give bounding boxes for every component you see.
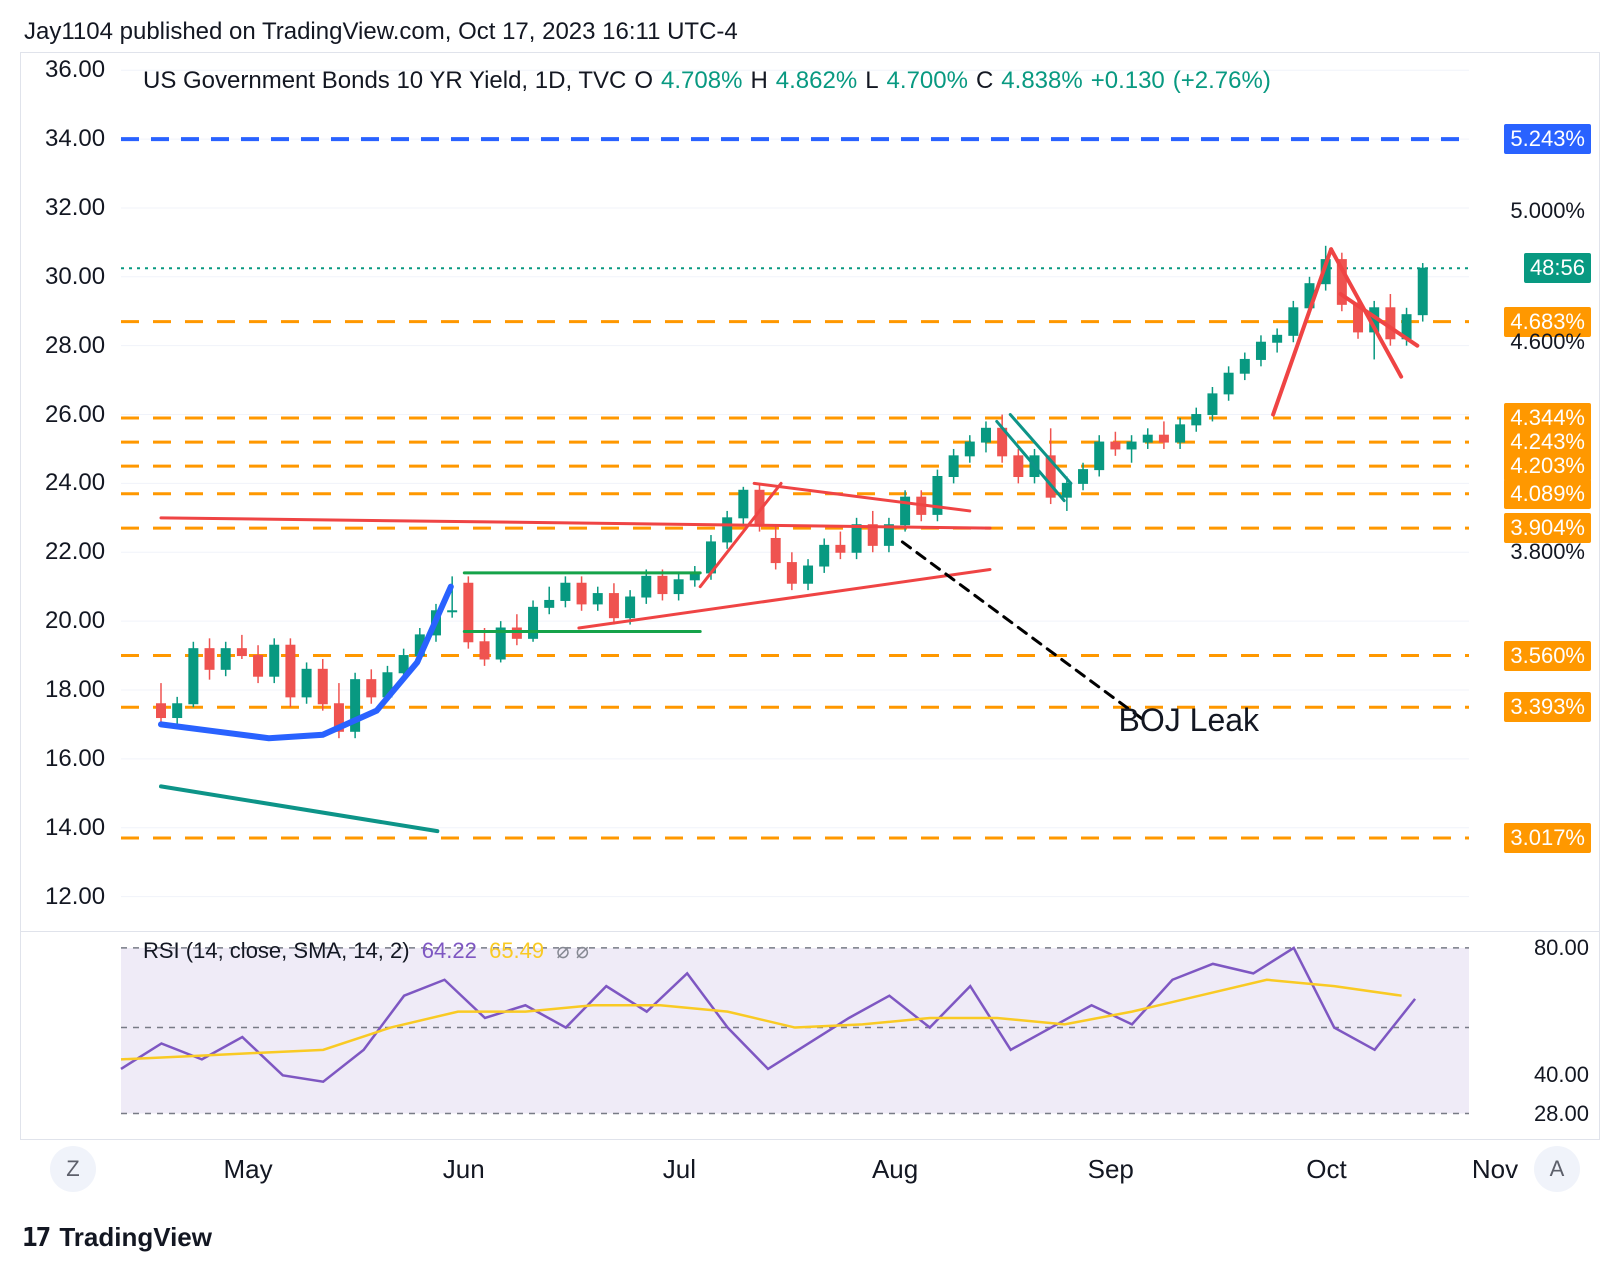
left-axis-tick: 14.00 — [45, 814, 105, 842]
left-axis-tick: 28.00 — [45, 332, 105, 360]
month-label: Jul — [663, 1154, 696, 1185]
auto-scale-button[interactable]: A — [1534, 1146, 1580, 1192]
month-label: May — [223, 1154, 272, 1185]
right-axis-label: 3.393% — [1504, 692, 1591, 722]
left-axis-tick: 22.00 — [45, 538, 105, 566]
right-axis-label: 4.089% — [1504, 479, 1591, 509]
publication-line: Jay1104 published on TradingView.com, Oc… — [24, 18, 738, 46]
rsi-axis-tick: 40.00 — [1534, 1062, 1589, 1088]
right-axis-label: 3.017% — [1504, 823, 1591, 853]
rsi-y-axis[interactable]: 28.00 40.00 80.00 — [1469, 932, 1599, 1139]
month-label: Sep — [1088, 1154, 1134, 1185]
timezone-button[interactable]: Z — [50, 1146, 96, 1192]
left-axis-tick: 36.00 — [45, 56, 105, 84]
ohlc-o-label: O — [634, 67, 653, 95]
tradingview-text: TradingView — [59, 1222, 212, 1253]
rsi-settings-icon[interactable]: ⌀ ⌀ — [556, 938, 589, 963]
ohlc-h-label: H — [750, 67, 767, 95]
symbol-name[interactable]: US Government Bonds 10 YR Yield, 1D, TVC — [143, 67, 626, 95]
right-axis-label: 48:56 — [1524, 253, 1591, 283]
main-chart-pane: 12.00 14.00 16.00 18.00 20.00 22.00 24.00 26.00… — [20, 52, 1600, 932]
rsi-pane: 28.00 40.00 80.00 RSI (14, close, SMA, 14,… — [20, 932, 1600, 1140]
ohlc-c-value: 4.838% — [1001, 67, 1082, 95]
rsi-value-1: 64.22 — [422, 938, 477, 963]
left-axis-tick: 18.00 — [45, 676, 105, 704]
rsi-legend: RSI (14, close, SMA, 14, 2) 64.22 65.49 … — [143, 938, 589, 964]
right-axis-label: 3.800% — [1504, 537, 1591, 567]
chart-legend: US Government Bonds 10 YR Yield, 1D, TVC… — [143, 67, 1271, 95]
rsi-axis-tick: 80.00 — [1534, 935, 1589, 961]
left-axis-tick: 16.00 — [45, 745, 105, 773]
right-y-axis[interactable]: 5.243%5.000%48:564.683%4.600%4.344%4.243… — [1469, 53, 1599, 931]
right-axis-label: 4.600% — [1504, 327, 1591, 357]
tradingview-icon: 17 — [22, 1223, 49, 1253]
ohlc-l-label: L — [865, 67, 878, 95]
rsi-value-2: 65.49 — [489, 938, 544, 963]
ohlc-h-value: 4.862% — [776, 67, 857, 95]
left-axis-tick: 24.00 — [45, 469, 105, 497]
tradingview-logo[interactable]: 17 TradingView — [22, 1222, 212, 1253]
time-axis[interactable]: Z A May Jun Jul Aug Sep Oct Nov — [20, 1140, 1600, 1210]
change-pct: (+2.76%) — [1173, 67, 1271, 95]
left-axis-tick: 20.00 — [45, 607, 105, 635]
left-axis-tick: 34.00 — [45, 125, 105, 153]
month-label: Aug — [872, 1154, 918, 1185]
left-y-axis[interactable]: 12.00 14.00 16.00 18.00 20.00 22.00 24.00 26.00… — [21, 53, 121, 931]
boj-leak-annotation: BOJ Leak — [1119, 702, 1260, 739]
ohlc-o-value: 4.708% — [661, 67, 742, 95]
right-axis-label: 3.560% — [1504, 641, 1591, 671]
change-abs: +0.130 — [1091, 67, 1165, 95]
left-axis-tick: 26.00 — [45, 401, 105, 429]
right-axis-label: 5.000% — [1504, 196, 1591, 226]
rsi-axis-tick: 28.00 — [1534, 1101, 1589, 1127]
left-axis-tick: 30.00 — [45, 263, 105, 291]
left-axis-tick: 12.00 — [45, 883, 105, 911]
month-label: Nov — [1472, 1154, 1518, 1185]
ohlc-c-label: C — [976, 67, 993, 95]
ohlc-l-value: 4.700% — [887, 67, 968, 95]
month-label: Oct — [1306, 1154, 1346, 1185]
price-plot[interactable]: BOJ Leak — [121, 53, 1469, 931]
month-label: Jun — [443, 1154, 485, 1185]
left-axis-tick: 32.00 — [45, 194, 105, 222]
rsi-label: RSI (14, close, SMA, 14, 2) — [143, 938, 410, 963]
right-axis-label: 4.203% — [1504, 451, 1591, 481]
right-axis-label: 5.243% — [1504, 124, 1591, 154]
